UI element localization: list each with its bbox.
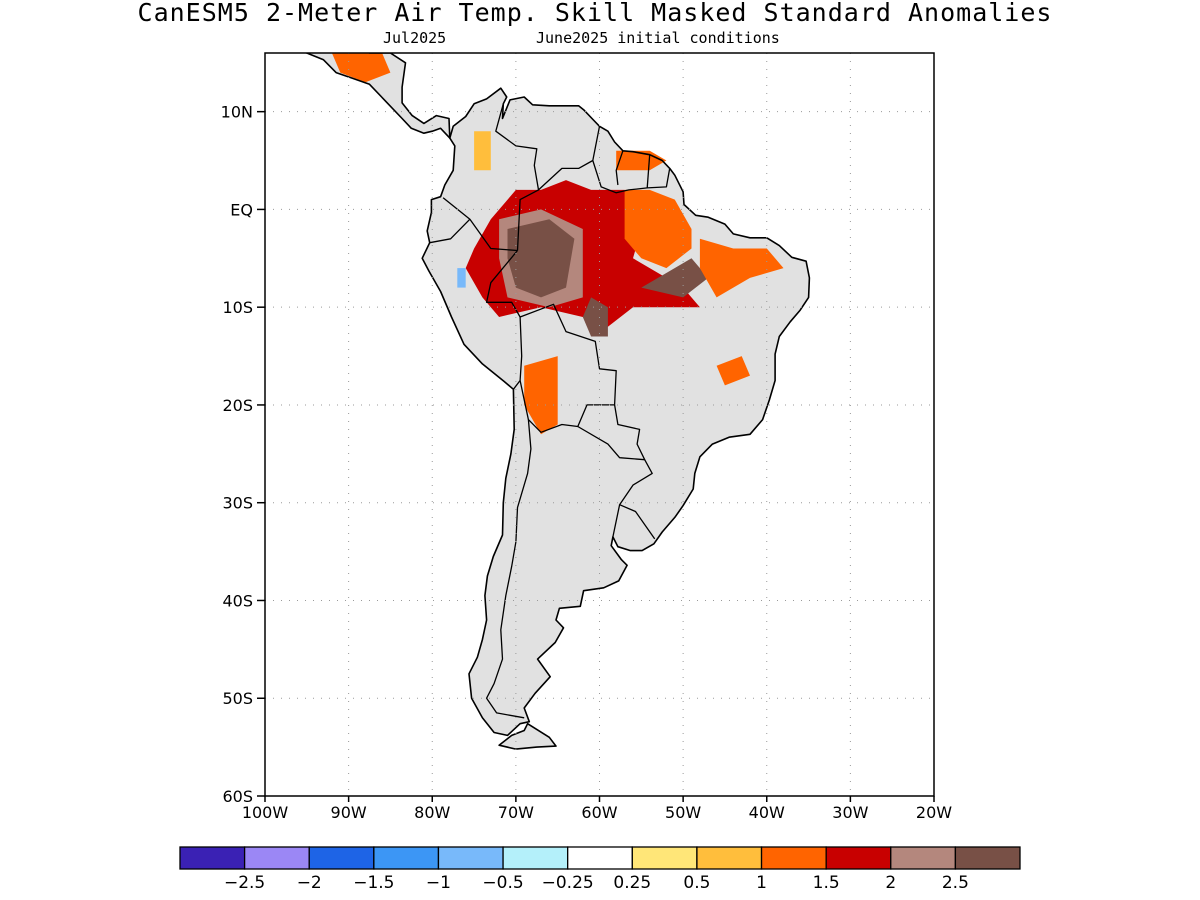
colorbar-swatch-13 xyxy=(954,846,1021,870)
colorbar-label-2: −2 xyxy=(297,873,322,893)
lon-tick-label-20W: 20W xyxy=(916,803,952,822)
colorbar-label-3: −1.5 xyxy=(353,873,394,893)
lat-tick-label-30S: 30S xyxy=(222,494,253,513)
anomaly-region-peru-blue xyxy=(457,268,466,288)
anomaly-region-central-amazon-core xyxy=(507,219,575,298)
colorbar-swatch-8 xyxy=(631,846,698,870)
map-title: CanESM5 2-Meter Air Temp. Skill Masked S… xyxy=(137,0,1053,27)
colorbar-label-10: 1.5 xyxy=(813,873,840,893)
country-border-9 xyxy=(618,459,656,540)
colorbar-label-6: −0.25 xyxy=(542,873,594,893)
colorbar-swatch-10 xyxy=(760,846,827,870)
lat-tick-label-20S: 20S xyxy=(222,396,253,415)
country-border-11 xyxy=(485,419,532,719)
colorbar-label-5: −0.5 xyxy=(482,873,523,893)
country-border-2 xyxy=(442,197,518,252)
lon-tick-label-100W: 100W xyxy=(242,803,289,822)
country-border-8 xyxy=(577,404,646,461)
colorbar-label-1: −2.5 xyxy=(224,873,265,893)
anomaly-region-bahia-orange xyxy=(716,356,750,386)
colorbar-label-12: 2.5 xyxy=(942,873,969,893)
anomaly-region-para-brown xyxy=(641,258,709,298)
initial-conditions-label: June2025 initial conditions xyxy=(536,29,780,47)
lat-tick-label-60S: 60S xyxy=(222,787,253,806)
lon-tick-label-50W: 50W xyxy=(665,803,701,822)
lat-tick-label-40S: 40S xyxy=(222,591,253,610)
anomaly-region-colombia-yellow xyxy=(474,131,491,171)
anomaly-region-central-america-orange xyxy=(331,53,391,83)
country-border-5 xyxy=(519,303,617,405)
lat-tick-label-EQ: EQ xyxy=(230,200,253,219)
colorbar-swatch-11 xyxy=(825,846,892,870)
country-border-10 xyxy=(612,504,621,538)
colorbar-swatch-9 xyxy=(696,846,763,870)
lat-tick-label-10N: 10N xyxy=(221,103,253,122)
country-border-12 xyxy=(538,126,601,191)
country-border-6 xyxy=(512,316,523,390)
country-border-14 xyxy=(615,150,624,186)
tierra-del-fuego-landmass xyxy=(499,723,556,750)
anomaly-region-bolivia-orange xyxy=(524,356,558,435)
colorbar-swatch-4 xyxy=(373,846,440,870)
lon-tick-label-30W: 30W xyxy=(832,803,868,822)
south-america-coastline xyxy=(421,87,811,737)
country-border-13 xyxy=(592,160,671,194)
country-border-3 xyxy=(429,218,471,244)
central-america-coastline xyxy=(303,53,451,139)
anomaly-region-guianas-orange xyxy=(616,150,667,171)
lon-tick-label-80W: 80W xyxy=(414,803,450,822)
lat-tick-label-10S: 10S xyxy=(222,298,253,317)
colorbar-swatch-6 xyxy=(502,846,569,870)
colorbar-swatch-7 xyxy=(567,846,633,870)
colorbar-swatch-1 xyxy=(179,846,246,870)
lat-tick-label-50S: 50S xyxy=(222,689,253,708)
lon-tick-label-70W: 70W xyxy=(498,803,534,822)
map-plot-area xyxy=(303,53,811,750)
lon-tick-label-60W: 60W xyxy=(581,803,617,822)
colorbar-label-11: 2 xyxy=(885,873,896,893)
colorbar-swatch-3 xyxy=(308,846,375,870)
colorbar-label-8: 0.5 xyxy=(683,873,710,893)
colorbar-swatch-12 xyxy=(890,846,957,870)
country-border-1 xyxy=(495,103,540,251)
colorbar-label-4: −1 xyxy=(426,873,451,893)
lon-tick-label-40W: 40W xyxy=(749,803,785,822)
colorbar-swatch-2 xyxy=(243,846,310,870)
colorbar-swatch-5 xyxy=(437,846,504,870)
lon-tick-label-90W: 90W xyxy=(331,803,367,822)
forecast-month: Jul2025 xyxy=(383,29,447,47)
colorbar-label-9: 1 xyxy=(756,873,767,893)
anomaly-region-northeast-brazil-orange xyxy=(699,238,784,298)
colorbar-label-7: 0.25 xyxy=(613,873,651,893)
country-border-15 xyxy=(646,154,651,188)
country-border-4 xyxy=(485,250,521,318)
colorbar: −2.5 −2 −1.5 −1 −0.5 −0.25 0.25 0.5 1 1.5 2 2.5 xyxy=(179,846,1021,893)
